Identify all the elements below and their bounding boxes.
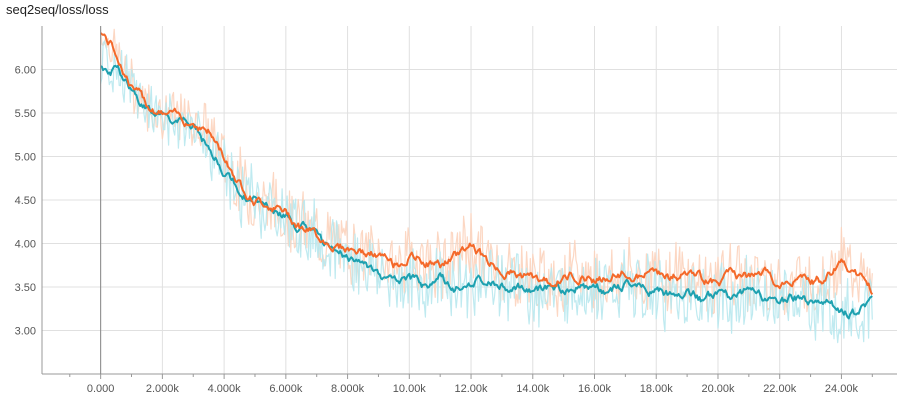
x-tick: 10.00k bbox=[393, 383, 427, 395]
x-tick-label: 22.00k bbox=[763, 383, 797, 395]
x-tick-label: 16.00k bbox=[578, 383, 612, 395]
raw-series-line-2 bbox=[100, 40, 873, 344]
y-axis-ticks: 3.00 3.50 4.00 4.50 5.00 5.50 6.00 bbox=[15, 65, 36, 338]
y-tick-label: 5.00 bbox=[15, 152, 36, 164]
x-tick-label: 12.00k bbox=[455, 383, 489, 395]
x-tick: 14.00k bbox=[516, 383, 550, 395]
chart-title: seq2seq/loss/loss bbox=[6, 2, 109, 17]
x-tick: 12.00k bbox=[455, 383, 489, 395]
y-tick-label: 3.00 bbox=[15, 326, 36, 338]
x-tick-label: 8.000k bbox=[331, 383, 365, 395]
y-tick-label: 4.50 bbox=[15, 195, 36, 207]
smoothed-series-line-2 bbox=[100, 64, 873, 320]
y-tick: 4.00 bbox=[15, 239, 36, 251]
x-tick: 18.00k bbox=[640, 383, 674, 395]
smoothed-series-line-1 bbox=[99, 32, 874, 295]
x-tick: 24.00k bbox=[825, 383, 859, 395]
x-tick: 16.00k bbox=[578, 383, 612, 395]
raw-series bbox=[100, 28, 873, 344]
x-tick-label: 18.00k bbox=[640, 383, 674, 395]
x-tick-label: 20.00k bbox=[701, 383, 735, 395]
y-tick: 5.00 bbox=[15, 152, 36, 164]
smoothed-series bbox=[99, 32, 874, 320]
y-tick: 6.00 bbox=[15, 65, 36, 77]
x-tick: 6.000k bbox=[269, 383, 303, 395]
x-axis-ticks: 0.000 2.000k 4.000k 6.000k 8.000k 10.00k 12.00… bbox=[69, 374, 873, 395]
y-tick-label: 3.50 bbox=[15, 282, 36, 294]
y-tick-label: 6.00 bbox=[15, 65, 36, 77]
x-tick: 4.000k bbox=[208, 383, 242, 395]
y-tick-label: 4.00 bbox=[15, 239, 36, 251]
y-tick: 4.50 bbox=[15, 195, 36, 207]
x-tick-label: 0.000 bbox=[87, 383, 115, 395]
x-tick-label: 14.00k bbox=[516, 383, 550, 395]
y-tick-label: 5.50 bbox=[15, 108, 36, 120]
x-tick: 8.000k bbox=[331, 383, 365, 395]
x-tick-label: 10.00k bbox=[393, 383, 427, 395]
y-tick: 3.00 bbox=[15, 326, 36, 338]
grid-lines bbox=[42, 26, 897, 374]
x-tick-label: 24.00k bbox=[825, 383, 859, 395]
x-tick: 0.000 bbox=[87, 383, 115, 395]
x-tick: 22.00k bbox=[763, 383, 797, 395]
x-tick-label: 4.000k bbox=[208, 383, 242, 395]
x-tick-label: 2.000k bbox=[146, 383, 180, 395]
x-tick: 20.00k bbox=[701, 383, 735, 395]
y-tick: 5.50 bbox=[15, 108, 36, 120]
x-tick-label: 6.000k bbox=[269, 383, 303, 395]
axes bbox=[41, 26, 897, 375]
y-tick: 3.50 bbox=[15, 282, 36, 294]
x-tick: 2.000k bbox=[146, 383, 180, 395]
